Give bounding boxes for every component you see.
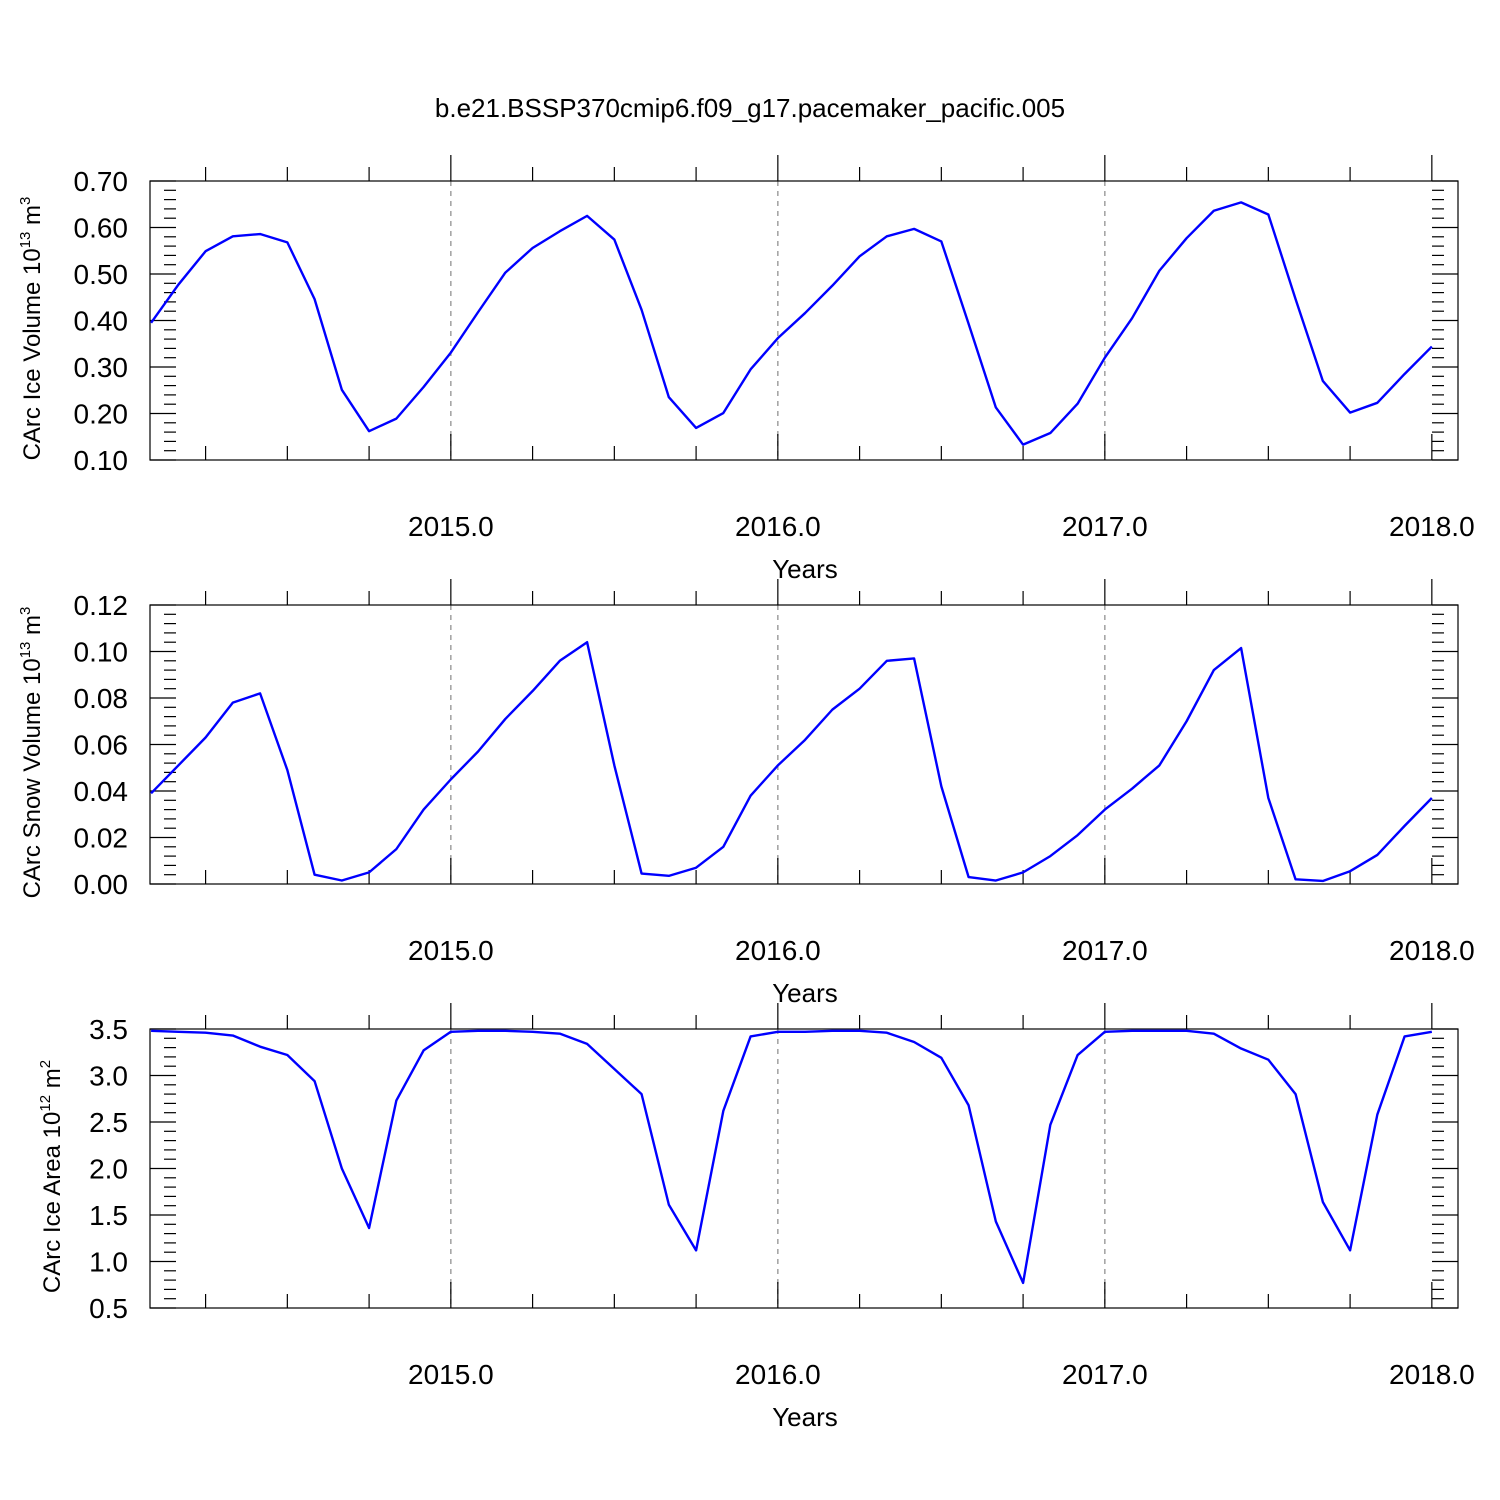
y-axis-label-unit: m [39,1068,66,1095]
y-tick-label: 0.30 [74,352,129,383]
x-axis-label: Years [772,554,838,584]
x-tick-label: 2017.0 [1062,1359,1148,1390]
y-axis-label-exponent: 12 [37,1095,54,1112]
y-tick-label: 0.60 [74,213,129,244]
y-tick-label: 0.06 [74,730,129,761]
y-axis-label-unit: m [19,615,46,642]
x-tick-label: 2017.0 [1062,935,1148,966]
y-tick-label: 2.5 [89,1107,128,1138]
panel-1: 0.10 0.20 0.30 0.40 0.50 0.60 0.70 2015.0 2016.0… [17,155,1475,584]
y-tick-label: 0.02 [74,823,129,854]
x-tick-label: 2016.0 [735,935,821,966]
y-axis-label-text: CArc Snow Volume 10 [19,658,46,898]
y-tick-label: 0.20 [74,399,129,430]
y-axis-label-exponent: 13 [17,642,34,659]
y-axis-label: CArc Ice Area 1012 m2 [37,1060,66,1293]
y-tick-label: 0.10 [74,445,129,476]
y-tick-label: 0.5 [89,1293,128,1324]
y-tick-label: 1.0 [89,1247,128,1278]
y-axis-label-unit-exponent: 3 [17,197,34,205]
y-tick-label: 0.08 [74,683,129,714]
x-tick-label: 2017.0 [1062,511,1148,542]
series-line [151,1029,1433,1285]
y-axis-label-unit-exponent: 2 [37,1060,54,1068]
y-tick-label: 0.10 [74,637,129,668]
x-tick-label: 2015.0 [408,511,494,542]
y-tick-label: 0.50 [74,259,129,290]
y-tick-label: 0.04 [74,776,129,807]
y-tick-label: 3.0 [89,1061,128,1092]
x-axis-label: Years [772,1402,838,1432]
figure-title: b.e21.BSSP370cmip6.f09_g17.pacemaker_pac… [435,93,1065,123]
x-tick-label: 2018.0 [1389,935,1475,966]
y-tick-label: 0.70 [74,166,129,197]
panels: 0.10 0.20 0.30 0.40 0.50 0.60 0.70 2015.0 2016.0… [17,155,1475,1432]
y-tick-label: 1.5 [89,1200,128,1231]
x-axis-label: Years [772,978,838,1008]
panel-3: 0.5 1.0 1.5 2.0 2.5 3.0 3.5 2015.0 2016.0 2017.0 2… [37,1003,1475,1432]
y-axis-label-text: CArc Ice Area 10 [39,1112,66,1293]
panel-2: 0.00 0.02 0.04 0.06 0.08 0.10 0.12 2015.0 2016.0… [17,579,1475,1008]
y-axis-label-unit: m [19,205,46,232]
y-tick-label: 0.12 [74,590,129,621]
plot-frame [149,180,1459,461]
y-axis-label-unit-exponent: 3 [17,607,34,615]
series-line [150,641,1433,883]
y-tick-label: 3.5 [89,1014,128,1045]
x-tick-label: 2015.0 [408,935,494,966]
x-tick-label: 2018.0 [1389,1359,1475,1390]
y-axis-label-text: CArc Ice Volume 10 [19,248,46,460]
plot-frame [149,604,1459,885]
y-tick-label: 2.0 [89,1154,128,1185]
x-tick-label: 2016.0 [735,1359,821,1390]
plot-frame [149,1028,1459,1309]
y-tick-label: 0.00 [74,869,129,900]
y-axis-label: CArc Ice Volume 1013 m3 [17,197,46,461]
x-tick-label: 2018.0 [1389,511,1475,542]
y-axis-label: CArc Snow Volume 1013 m3 [17,607,46,899]
x-tick-label: 2015.0 [408,1359,494,1390]
x-tick-label: 2016.0 [735,511,821,542]
series-line [150,201,1433,446]
y-tick-label: 0.40 [74,306,129,337]
y-axis-label-exponent: 13 [17,232,34,249]
